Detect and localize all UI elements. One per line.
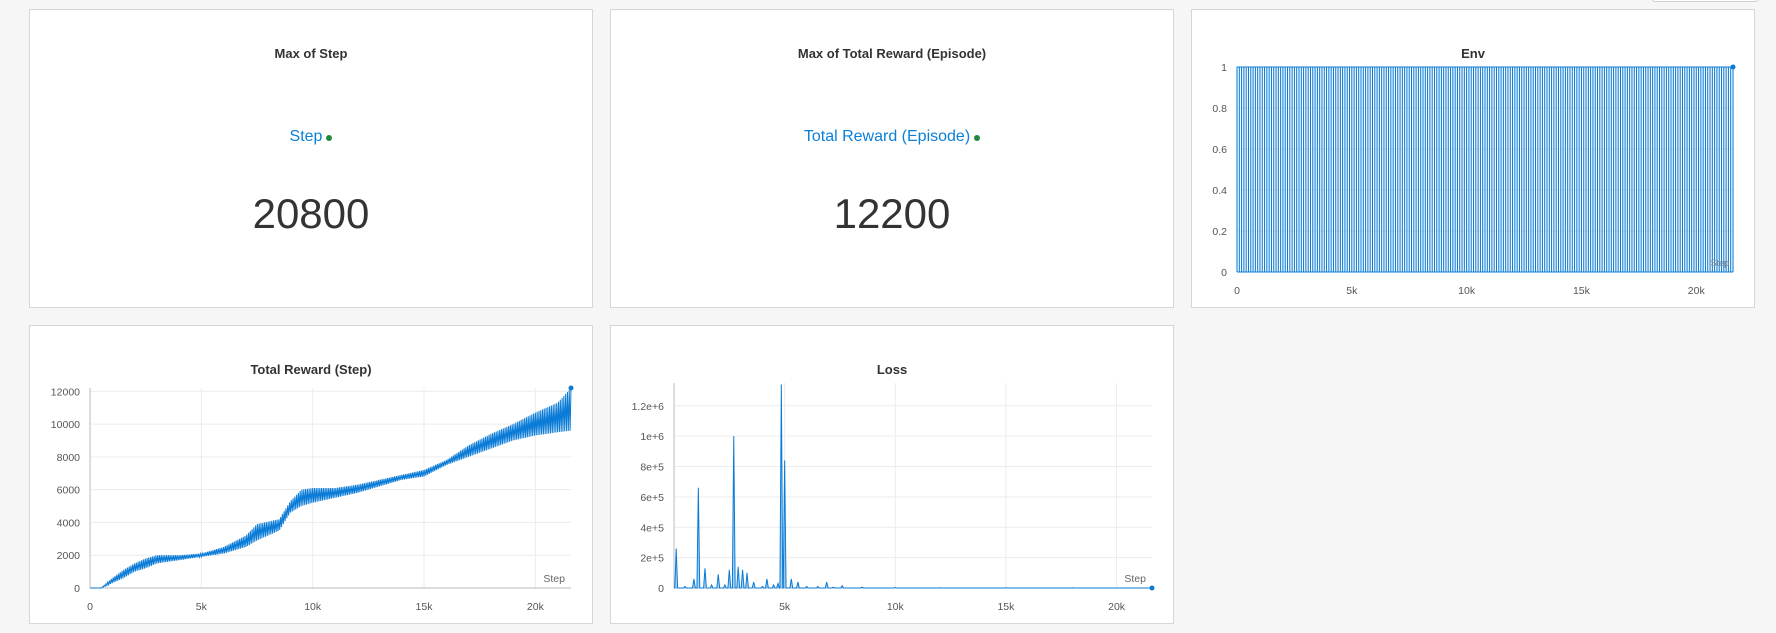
env-panel: Env 0 0.2 0.4 0.6 0.8 1 0 5k 10k 15k 20k Step (1191, 9, 1755, 308)
metric-value: 12200 (833, 190, 951, 237)
y-tick-label: 4000 (57, 517, 81, 529)
end-point (1149, 585, 1155, 591)
x-tick-label: 5k (1346, 285, 1358, 297)
x-tick-label: 20k (527, 601, 545, 613)
top-right-button[interactable] (1652, 0, 1758, 2)
x-tick-label: 10k (304, 601, 322, 613)
panel-title: Loss (876, 362, 908, 377)
status-dot-icon (974, 134, 981, 141)
panel-title: Env (1461, 46, 1485, 61)
axis-title: Step (1710, 258, 1729, 268)
metric-label-text[interactable]: Step (289, 128, 323, 145)
x-tick-label: 10k (887, 601, 905, 613)
x-tick-label: 15k (416, 601, 434, 613)
y-tick-label: 1 (1221, 62, 1227, 74)
panel-title: Total Reward (Step) (250, 362, 372, 377)
y-tick-label: 8e+5 (640, 462, 664, 474)
y-tick-label: 8000 (57, 452, 81, 464)
x-tick-label: 15k (1573, 285, 1591, 297)
series-line (90, 387, 572, 589)
y-tick-label: 0.4 (1212, 185, 1227, 197)
max-total-reward-panel: Max of Total Reward (Episode) Total Rewa… (610, 9, 1174, 308)
y-tick-label: 4e+5 (640, 522, 664, 534)
metric-label[interactable]: Step (30, 128, 592, 146)
y-tick-label: 0.8 (1212, 103, 1227, 115)
series-line (674, 384, 1154, 589)
metric-value: 20800 (252, 190, 370, 237)
y-tick-label: 6e+5 (640, 492, 664, 504)
y-tick-label: 10000 (51, 419, 80, 431)
y-tick-label: 1.2e+6 (632, 401, 665, 413)
y-tick-label: 0 (658, 583, 664, 595)
x-tick-label: 5k (779, 601, 791, 613)
total-reward-step-panel: Total Reward (Step) 0 2000 4000 6000 8000 100… (29, 325, 593, 624)
loss-panel: Loss 0 2e+5 4e+5 6e+5 8e+5 1e+6 1.2e+6 5k 10k 15k… (610, 325, 1174, 624)
y-tick-label: 1e+6 (640, 431, 664, 443)
loss-chart[interactable]: 0 2e+5 4e+5 6e+5 8e+5 1e+6 1.2e+6 5k 10k 15k 20k St… (611, 326, 1175, 625)
y-tick-label: 0 (74, 583, 80, 595)
panel-title: Max of Total Reward (Episode) (797, 46, 987, 61)
metric-label-text[interactable]: Total Reward (Episode) (803, 128, 971, 145)
axis-title: Step (1124, 573, 1146, 585)
y-tick-label: 12000 (51, 386, 80, 398)
env-chart[interactable]: 0 0.2 0.4 0.6 0.8 1 0 5k 10k 15k 20k Step (1192, 10, 1756, 309)
total-reward-chart[interactable]: 0 2000 4000 6000 8000 10000 12000 0 5k 10k 15k 20k S… (30, 326, 594, 625)
max-step-panel: Max of Step Step 20800 (29, 9, 593, 308)
x-tick-label: 15k (997, 601, 1015, 613)
y-tick-label: 0 (1221, 267, 1227, 279)
panel-title: Max of Step (274, 46, 348, 61)
end-point (1730, 64, 1736, 70)
x-tick-label: 20k (1108, 601, 1126, 613)
x-tick-label: 0 (87, 601, 93, 613)
y-tick-label: 0.2 (1212, 226, 1227, 238)
end-point (568, 385, 574, 391)
y-tick-label: 2000 (57, 550, 81, 562)
y-tick-label: 6000 (57, 485, 81, 497)
axis-title: Step (543, 573, 565, 585)
status-dot-icon (326, 134, 333, 141)
x-tick-label: 10k (1458, 285, 1476, 297)
x-tick-label: 5k (196, 601, 208, 613)
metric-label[interactable]: Total Reward (Episode) (611, 128, 1173, 146)
series-line (1236, 66, 1734, 273)
y-tick-label: 0.6 (1212, 144, 1227, 156)
x-tick-label: 20k (1688, 285, 1706, 297)
x-tick-label: 0 (1234, 285, 1240, 297)
y-tick-label: 2e+5 (640, 553, 664, 565)
